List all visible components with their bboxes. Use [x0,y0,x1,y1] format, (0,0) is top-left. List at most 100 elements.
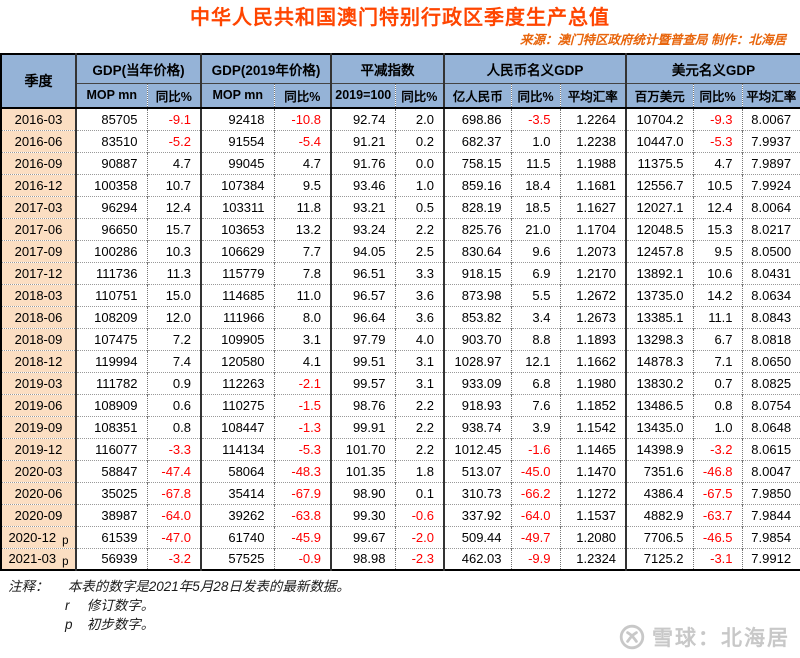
quarter-cell: 2018-09 [1,327,76,350]
data-cell: 1.0 [510,129,560,152]
data-cell: 1.1681 [559,173,627,196]
sub-header: 平均汇率 [741,83,800,109]
note-line-3: p 初步数字。 [8,615,800,634]
table-row: 2018-12 119994 7.4 120580 4.1 99.51 3.1 1028.97… [1,349,800,372]
data-cell: 938.74 [443,415,511,438]
data-cell: 3.9 [510,415,560,438]
quarter-cell: 2019-09 [1,415,76,438]
watermark-text: 雪球：北海居 [652,627,790,650]
data-cell: 10.6 [692,261,743,284]
data-cell: -63.7 [692,503,743,526]
sub-header: 同比% [394,83,444,109]
data-cell: 2.0 [394,108,444,130]
data-cell: 8.0754 [741,393,800,416]
data-cell: 8.0047 [741,459,800,482]
data-cell: 2.2 [394,415,444,438]
group-header: GDP(当年价格) [75,54,201,84]
data-cell: 13435.0 [625,415,694,438]
data-cell: 4.7 [146,151,201,174]
table-row: 2016-03 85705 -9.1 92418 -10.8 92.74 2.0 698.86… [1,108,800,130]
data-cell: 11.1 [692,305,743,328]
data-cell: -10.8 [273,108,331,130]
data-cell: 0.9 [146,371,201,394]
data-cell: -1.5 [273,393,331,416]
data-cell: 93.46 [330,173,395,196]
preliminary-marker: p [65,617,73,632]
data-cell: -67.9 [273,481,331,504]
data-cell: 1.1980 [559,371,627,394]
data-cell: 6.8 [510,371,560,394]
data-cell: -46.8 [692,459,743,482]
data-cell: -9.3 [692,108,743,130]
table-row: 2016-06 83510 -5.2 91554 -5.4 91.21 0.2 682.37 1… [1,129,800,152]
note-line-1: 注释： 本表的数字是2021年5月28日发表的最新数据。 [8,577,800,596]
data-cell: -0.9 [273,547,331,570]
data-cell: 1.8 [394,459,444,482]
data-cell: 1.0 [692,415,743,438]
data-cell: -2.1 [273,371,331,394]
data-cell: 18.4 [510,173,560,196]
data-cell: 15.3 [692,217,743,240]
data-cell: 509.44 [443,525,511,548]
data-cell: -9.1 [146,108,201,130]
data-cell: 10.5 [692,173,743,196]
table-row: 2019-09 108351 0.8 108447 -1.3 99.91 2.2 938.74… [1,415,800,438]
data-cell: 7.9912 [741,547,800,570]
data-cell: 11.3 [146,261,201,284]
data-cell: 0.0 [394,151,444,174]
preliminary-flag: p [62,556,69,569]
table-row: 2020-03 58847 -47.4 58064 -48.3 101.35 1.8 513.… [1,459,800,482]
data-cell: 99.91 [330,415,395,438]
data-cell: 99.51 [330,349,395,372]
data-cell: 0.7 [692,371,743,394]
data-cell: -45.9 [273,525,331,548]
data-cell: 14.2 [692,283,743,306]
data-cell: 1.1852 [559,393,627,416]
source-credit: 来源：澳门特区政府统计暨普查局 制作：北海居 [520,33,786,47]
data-cell: -49.7 [510,525,560,548]
data-cell: 0.5 [394,195,444,218]
data-cell: 853.82 [443,305,511,328]
data-cell: -5.3 [273,437,331,460]
data-cell: 109905 [200,327,274,350]
table-body: 2016-03 85705 -9.1 92418 -10.8 92.74 2.0 698.86… [1,108,800,570]
notes-text-main: 本表的数字是2021年5月28日发表的最新数据。 [67,579,350,594]
data-cell: 0.8 [692,393,743,416]
data-cell: 7125.2 [625,547,694,570]
data-cell: 698.86 [443,108,511,130]
table-row: 2020-06 35025 -67.8 35414 -67.9 98.90 0.1 310.7… [1,481,800,504]
data-cell: 1.1893 [559,327,627,350]
data-cell: 7.9924 [741,173,800,196]
data-cell: 91.76 [330,151,395,174]
data-cell: -9.9 [510,547,560,570]
data-cell: 8.0634 [741,283,800,306]
quarter-cell: 2020-03 [1,459,76,482]
data-cell: -67.5 [692,481,743,504]
data-cell: 0.1 [394,481,444,504]
data-cell: 1.1662 [559,349,627,372]
table-row: 2016-09 90887 4.7 99045 4.7 91.76 0.0 758.15 11.… [1,151,800,174]
data-cell: 11.5 [510,151,560,174]
data-cell: 111736 [75,261,147,284]
data-cell: 12.1 [510,349,560,372]
data-cell: 108209 [75,305,147,328]
table-row: 2019-12 116077 -3.3 114134 -5.3 101.70 2.2 1012… [1,437,800,460]
data-cell: 58064 [200,459,274,482]
data-cell: 100286 [75,239,147,262]
table-row: 2017-09 100286 10.3 106629 7.7 94.05 2.5 830.64… [1,239,800,262]
data-cell: 12457.8 [625,239,694,262]
data-cell: 8.0 [273,305,331,328]
quarter-cell: 2018-12 [1,349,76,372]
data-cell: 8.0067 [741,108,800,130]
data-cell: 859.16 [443,173,511,196]
data-cell: 107475 [75,327,147,350]
data-cell: 7.1 [692,349,743,372]
page-title: 中华人民共和国澳门特别行政区季度生产总值 [190,7,610,29]
data-cell: 825.76 [443,217,511,240]
data-cell: 7351.6 [625,459,694,482]
data-cell: 98.76 [330,393,395,416]
data-cell: 94.05 [330,239,395,262]
data-cell: 99.57 [330,371,395,394]
data-cell: 106629 [200,239,274,262]
data-cell: 107384 [200,173,274,196]
